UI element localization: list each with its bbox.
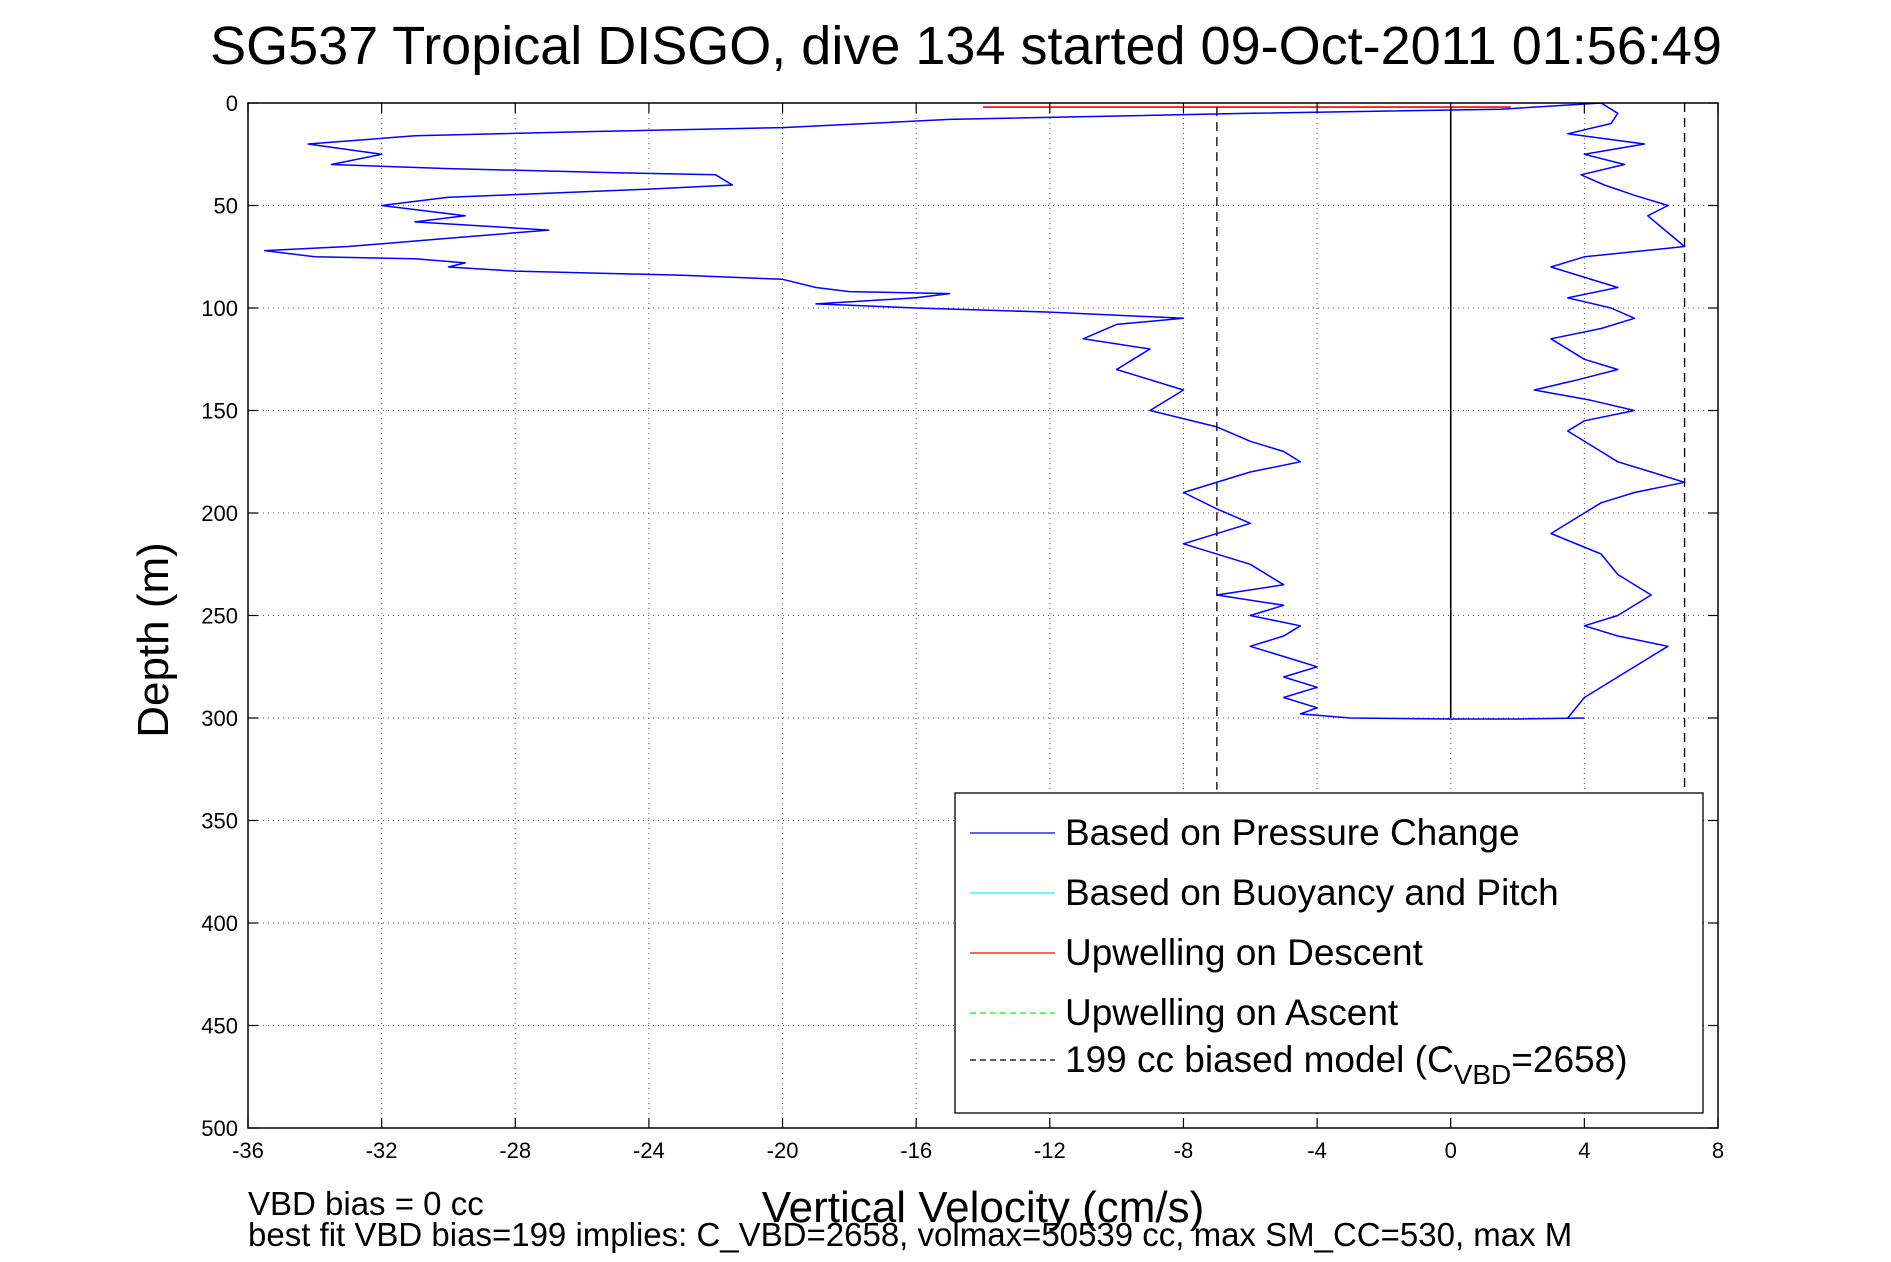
legend: Based on Pressure Change Based on Buoyanc…: [954, 792, 1704, 1114]
y-tick-label: 50: [214, 194, 238, 219]
y-tick-label: 450: [201, 1014, 238, 1039]
chart-title: SG537 Tropical DISGO, dive 134 started 0…: [210, 16, 1722, 76]
x-tick-label: -16: [900, 1138, 932, 1163]
x-tick-label: 0: [1445, 1138, 1457, 1163]
y-tick-label: 150: [201, 399, 238, 424]
legend-label: Based on Buoyancy and Pitch: [1065, 872, 1559, 913]
legend-label: Upwelling on Ascent: [1065, 992, 1399, 1033]
legend-label: Upwelling on Descent: [1065, 932, 1424, 973]
y-ticks: 0 50 100 150 200 250 300 350 400 450 500: [201, 91, 1718, 1141]
vbd-bias-note: VBD bias = 0 cc: [248, 1185, 484, 1222]
legend-label: 199 cc biased model (CVBD=2658): [1065, 1039, 1628, 1090]
y-tick-label: 0: [226, 91, 238, 116]
x-tick-label: 4: [1578, 1138, 1590, 1163]
x-tick-label: 8: [1712, 1138, 1724, 1163]
reference-lines: [983, 103, 1686, 790]
legend-label: Based on Pressure Change: [1065, 812, 1520, 853]
x-tick-label: -24: [633, 1138, 665, 1163]
series-line: [263, 102, 1602, 720]
legend-box: [954, 792, 1704, 1114]
y-tick-label: 300: [201, 706, 238, 731]
best-fit-note: best fit VBD bias=199 implies: C_VBD=265…: [248, 1216, 1573, 1253]
y-tick-label: 200: [201, 501, 238, 526]
x-tick-label: -36: [232, 1138, 264, 1163]
x-tick-label: -8: [1174, 1138, 1194, 1163]
x-tick-label: -12: [1034, 1138, 1066, 1163]
x-tick-label: -4: [1307, 1138, 1327, 1163]
x-tick-label: -32: [366, 1138, 398, 1163]
x-ticks: -36 -32 -28 -24 -20 -16 -12 -8 -4 0 4 8: [232, 103, 1724, 1163]
y-tick-label: 500: [201, 1116, 238, 1141]
x-tick-label: -20: [767, 1138, 799, 1163]
y-tick-label: 350: [201, 809, 238, 834]
y-axis-label: Depth (m): [129, 542, 178, 738]
y-tick-label: 250: [201, 604, 238, 629]
x-axis-label: Vertical Velocity (cm/s): [762, 1183, 1205, 1232]
x-tick-label: -28: [499, 1138, 531, 1163]
series-line: [1533, 102, 1686, 719]
y-tick-label: 100: [201, 296, 238, 321]
plot-lines: [263, 102, 1686, 720]
y-tick-label: 400: [201, 911, 238, 936]
